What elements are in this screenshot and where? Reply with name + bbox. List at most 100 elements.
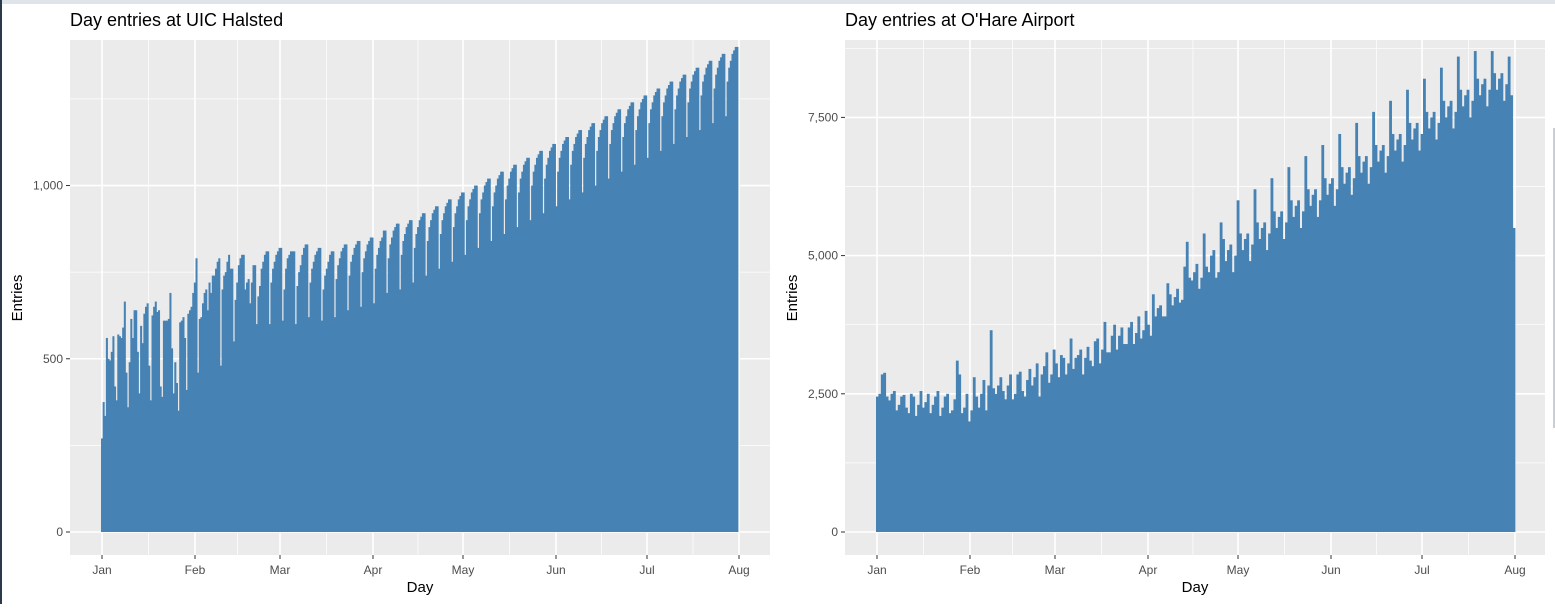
- bar: [278, 247, 281, 532]
- bar: [1507, 56, 1511, 532]
- x-axis-label: Day: [1182, 579, 1209, 596]
- bar: [607, 178, 610, 532]
- bar: [527, 157, 530, 533]
- bar: [242, 254, 245, 532]
- bar: [1168, 294, 1172, 532]
- bar: [1105, 352, 1109, 532]
- bar: [1173, 297, 1177, 532]
- bar: [1207, 272, 1211, 532]
- bar: [596, 150, 599, 532]
- bar: [270, 282, 273, 532]
- bar: [1142, 330, 1146, 532]
- bar: [361, 272, 364, 532]
- bar: [465, 220, 468, 533]
- bar: [671, 81, 674, 532]
- bar: [953, 399, 957, 532]
- bar: [179, 322, 182, 532]
- bar: [395, 223, 398, 532]
- bar: [555, 206, 558, 532]
- bar: [1473, 51, 1477, 533]
- bar: [469, 199, 472, 532]
- bar: [1454, 111, 1458, 533]
- bar: [620, 171, 623, 532]
- bar: [552, 143, 555, 532]
- bar: [524, 161, 527, 532]
- bar: [1057, 377, 1061, 532]
- bar: [1401, 161, 1405, 532]
- bar: [303, 247, 306, 532]
- bar: [475, 185, 478, 532]
- bar: [1391, 133, 1395, 533]
- bar: [632, 102, 635, 533]
- bar: [643, 95, 646, 532]
- bar: [1452, 128, 1455, 532]
- bar: [900, 396, 904, 532]
- bar: [1483, 78, 1487, 532]
- bar: [1396, 139, 1400, 532]
- bar: [1292, 216, 1296, 532]
- bar: [535, 157, 539, 533]
- bar: [472, 188, 475, 533]
- bar: [439, 234, 442, 532]
- bar: [1064, 374, 1068, 532]
- bar: [1001, 391, 1005, 532]
- bar: [716, 67, 719, 532]
- bar: [215, 268, 218, 532]
- bar: [1224, 261, 1228, 532]
- bar: [1377, 161, 1380, 532]
- bar: [1333, 205, 1337, 532]
- y-tick-label: 500: [43, 352, 63, 366]
- bar: [177, 410, 180, 532]
- bar: [298, 272, 301, 532]
- bar: [1130, 321, 1133, 532]
- bar: [1357, 156, 1361, 532]
- bar: [387, 258, 390, 532]
- bar: [733, 50, 736, 532]
- bar: [955, 360, 959, 532]
- bar: [728, 67, 731, 532]
- x-tick-label: Aug: [1504, 563, 1525, 577]
- bar: [304, 244, 307, 533]
- bar: [1502, 100, 1506, 532]
- bar: [430, 220, 433, 533]
- bar: [350, 261, 353, 532]
- chart-title: Day entries at UIC Halsted: [70, 10, 283, 30]
- bar: [337, 265, 340, 532]
- bar: [1248, 261, 1252, 532]
- bar: [205, 289, 208, 532]
- y-axis-label: Entries: [784, 275, 801, 322]
- bar: [420, 216, 423, 532]
- bar: [408, 220, 411, 533]
- bar: [353, 247, 356, 532]
- bar: [997, 385, 1000, 532]
- bar: [474, 185, 477, 532]
- bar: [1328, 183, 1332, 533]
- bar: [558, 157, 561, 533]
- bar: [1427, 128, 1431, 532]
- bar: [1197, 288, 1201, 532]
- bar: [348, 275, 351, 532]
- ohare-airport-chart: Day entries at O'Hare Airport 0 2,500 5,00…: [775, 0, 1550, 604]
- bar: [534, 164, 537, 533]
- bar: [493, 192, 496, 532]
- bar: [980, 393, 983, 532]
- bar: [107, 358, 110, 532]
- bar: [1231, 272, 1235, 532]
- bar: [377, 247, 380, 532]
- bar: [418, 220, 421, 533]
- bar: [1389, 100, 1392, 532]
- bar: [1372, 111, 1376, 533]
- bar: [1243, 239, 1247, 532]
- bar: [457, 199, 460, 532]
- bar: [490, 240, 493, 532]
- bar: [633, 164, 636, 533]
- bar: [117, 334, 120, 532]
- bar: [464, 254, 467, 532]
- bar: [456, 206, 459, 532]
- bar: [694, 71, 697, 533]
- bar: [1432, 111, 1436, 533]
- bar: [236, 282, 239, 532]
- chart-title: Day entries at O'Hare Airport: [845, 10, 1075, 30]
- bar: [317, 247, 320, 532]
- bar: [1326, 194, 1330, 533]
